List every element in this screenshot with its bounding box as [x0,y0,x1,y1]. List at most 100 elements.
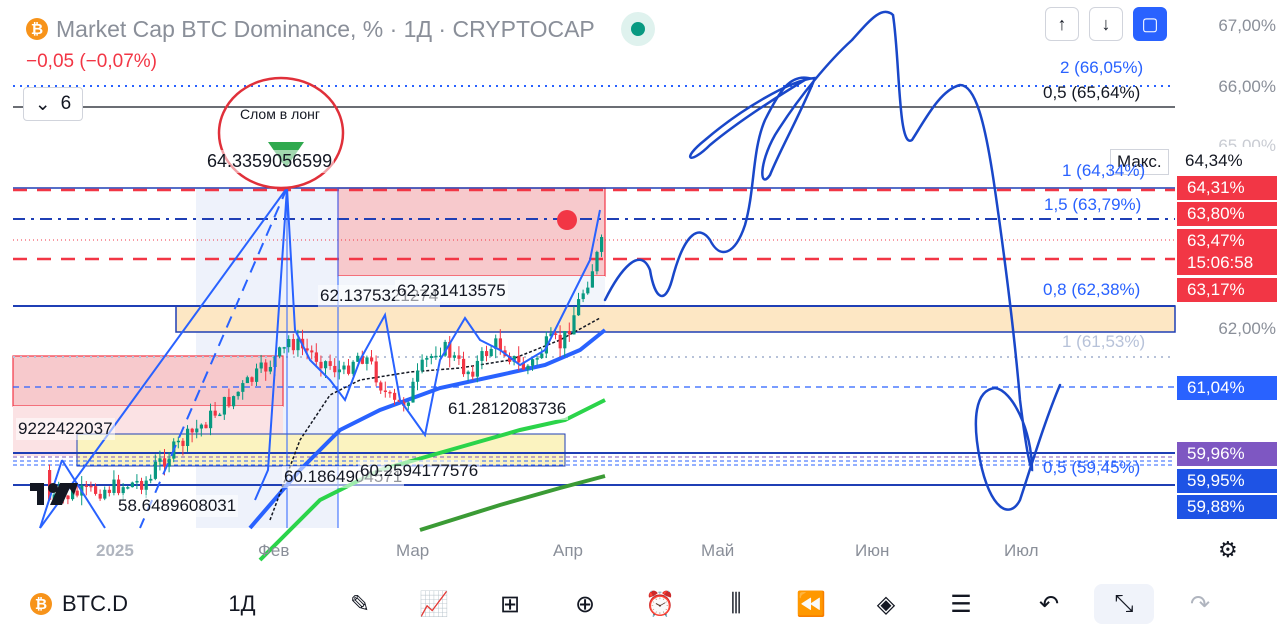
indicators-toggle-button[interactable]: ⌄ 6 [23,87,83,121]
candle-body [305,348,309,351]
price-axis-label: 67,00% [1218,16,1276,35]
candle-body [494,338,498,349]
candle-body [94,486,98,494]
trend-line-dashed [139,187,288,529]
indicators-icon[interactable]: 📈 [419,590,449,618]
bitcoin-icon: ₿ [26,18,48,40]
candle-body [590,271,594,288]
grid-icon[interactable]: ⊞ [499,590,521,618]
candle-body [365,357,369,364]
zigzag-pattern [254,187,601,501]
candle-body [434,355,438,358]
candle-body [471,371,475,377]
redo-icon[interactable]: ↷ [1189,590,1211,618]
candle-body [333,365,337,373]
candle-body [107,489,111,493]
price-badge: 59,95% [1177,469,1277,493]
candle-body [406,402,410,406]
ma-line-blue [248,328,607,530]
time-axis-label: 2025 [96,541,134,560]
replay-icon[interactable]: ⏪ [796,590,826,618]
fib-label: 0,5 (59,45%) [1043,458,1141,477]
layout-toggle-button[interactable]: ▢ [1133,7,1167,41]
candle-body [89,485,93,488]
time-axis-label: Фев [258,541,290,560]
pencil-icon[interactable]: ✎ [349,590,371,618]
candle-body [324,361,328,369]
candle-body [144,480,148,490]
symbol-header[interactable]: ₿ Market Cap BTC Dominance, % · 1Д · CRY… [26,12,655,46]
add-icon[interactable]: ⊕ [574,590,596,618]
candle-body [544,336,548,354]
candle-body [268,366,272,372]
fib-label: 0,8 (62,38%) [1043,280,1141,299]
scroll-down-button[interactable]: ↓ [1089,7,1123,41]
candle-body [209,410,213,429]
candles-icon[interactable]: ⫼ [730,590,742,617]
candle-body [397,399,401,402]
candle-body [84,485,88,487]
undo-icon[interactable]: ↶ [1038,590,1060,618]
ma-line-dark-green [419,474,606,532]
candle-body [167,458,171,467]
candle-body [379,382,383,391]
candle-body [227,396,231,407]
time-axis-label: Апр [553,541,583,560]
candle-body [158,458,162,462]
supply-zone [338,188,605,276]
symbol-button[interactable]: ₿ BTC.D [30,584,128,624]
ma-line-green [258,398,606,562]
candle-body [489,348,493,357]
price-badge: 63,47% [1177,229,1277,253]
bitcoin-icon: ₿ [30,593,52,615]
candle-body [374,361,378,383]
chart-settings-icon[interactable]: ⚙ [1218,537,1238,562]
settings-icon[interactable]: ☰ [950,590,972,618]
candle-body [429,356,433,359]
candle-body [117,479,121,494]
layers-icon[interactable]: ◈ [876,590,896,618]
candle-body [232,396,236,407]
candle-body [535,358,539,360]
candle-body [255,368,259,382]
value-label: 9222422037 [16,418,115,440]
candle-body [356,355,360,362]
collapse-icon[interactable]: ⤡ [1094,584,1154,624]
candle-body [282,347,286,349]
alert-marker-icon[interactable] [557,210,577,230]
candle-body [245,377,249,384]
value-label: 64.3359056599 [205,150,335,173]
candle-body [213,410,217,416]
hand-drawn-forecast [603,10,1062,511]
arrow-down-icon: ↓ [1101,13,1111,34]
interval-button[interactable]: 1Д [228,591,256,616]
time-axis-label: Июл [1004,541,1039,560]
candle-body [558,334,562,349]
price-axis-label: 62,00% [1218,319,1276,338]
market-status-icon[interactable] [620,12,655,46]
zigzag-leg [61,459,106,529]
tradingview-logo [30,483,78,505]
candle-body [195,428,199,433]
candle-body [153,461,157,479]
candle-body [448,341,452,358]
candle-body [595,251,599,272]
candle-body [416,370,420,382]
candle-body [291,339,295,351]
candle-body [498,338,502,351]
candle-body [218,414,222,417]
candle-body [360,355,364,364]
value-label: 61.2812083736 [446,398,569,420]
candle-body [485,351,489,357]
scroll-up-button[interactable]: ↑ [1045,7,1079,41]
countdown-badge: 15:06:58 [1177,251,1277,275]
candle-body [540,353,544,359]
fib-label: 1,5 (63,79%) [1044,195,1142,214]
candle-body [347,365,351,374]
symbol-title: Market Cap BTC Dominance, % · 1Д · CRYPT… [56,15,595,42]
candle-body [121,487,125,494]
candle-body [521,362,525,370]
price-badge: 63,80% [1177,202,1277,226]
alert-icon[interactable]: ⏰ [645,590,675,618]
